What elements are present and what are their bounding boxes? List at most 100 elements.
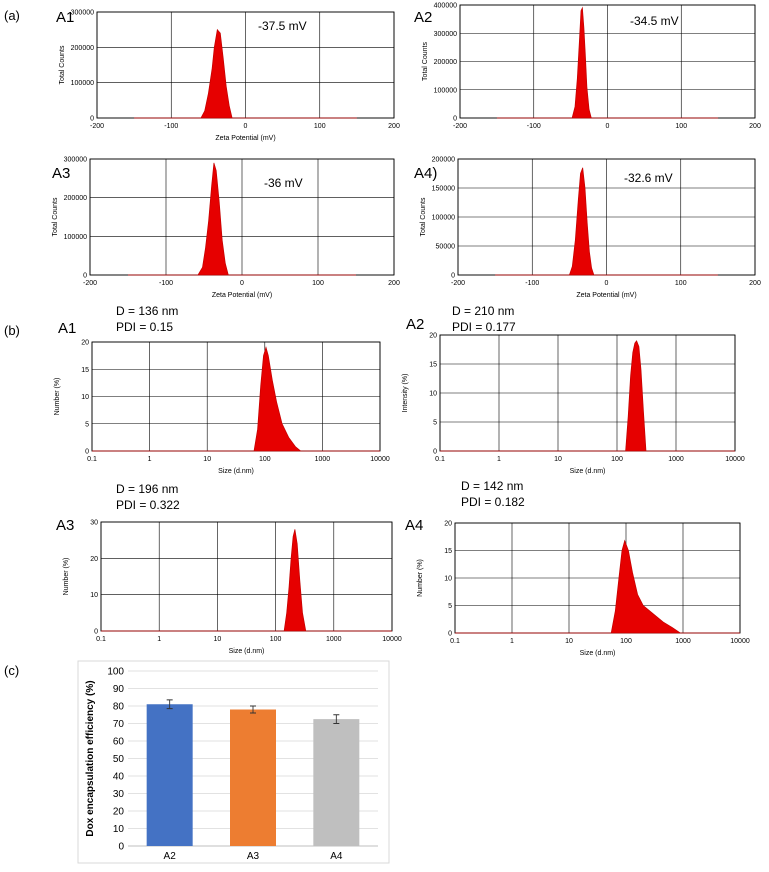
chart5-x-tick-label-10: 10 [203,456,211,463]
chart1-y-tick-label-0: 0 [90,116,94,123]
chart6-distribution-peak [440,340,735,452]
chart2-y-tick-label-300000: 300000 [434,31,457,38]
chart6-y-tick-label-5: 5 [433,420,437,427]
chart5-annotation-2: PDI = 0.15 [116,320,173,334]
chart8-annotation: D = 142 nm [461,479,523,493]
chart4-panel-label: A4) [414,165,437,182]
chart9-bar-a3 [230,709,276,846]
chart9-y-tick-label-60: 60 [113,737,125,748]
chart3-x-tick-label-minus-100: -100 [159,280,173,287]
chart5-panel-label: A1 [58,320,76,337]
chart6-annotation: D = 210 nm [452,304,514,318]
chart8-annotation-2: PDI = 0.182 [461,495,525,509]
panel-label-a: (a) [4,8,20,23]
chart4-y-tick-label-200000: 200000 [432,157,455,164]
chart5-distribution-peak [92,346,380,452]
chart7-x-tick-label-10: 10 [214,636,222,643]
chart6-x-tick-label-100: 100 [611,456,623,463]
chart7-y-tick-label-0: 0 [94,629,98,636]
chart4-distribution-peak [495,167,718,276]
chart2-y-tick-label-200000: 200000 [434,59,457,66]
chart3-x-tick-label-100: 100 [312,280,324,287]
chart6-annotation-2: PDI = 0.177 [452,320,516,334]
chart7-y-tick-label-20: 20 [90,556,98,563]
chart3-x-tick-label-200: 200 [388,280,400,287]
chart2-y-tick-label-100000: 100000 [434,87,457,94]
chart3-y-tick-label-100000: 100000 [64,234,87,241]
chart9-y-axis-label: Dox encapsulation efficiency (%) [85,680,96,836]
chart7-x-tick-label-1000: 1000 [326,636,342,643]
chart5-x-axis-label: Size (d.nm) [218,468,254,475]
chart9-y-tick-label-30: 30 [113,789,125,800]
chart2-y-axis-label: Total Counts [422,42,429,81]
chart7-panel-label: A3 [56,517,74,534]
chart8-x-tick-label-1: 1 [510,638,514,645]
chart2-annotation: -34.5 mV [630,14,679,28]
chart4-y-tick-label-50000: 50000 [436,244,456,251]
chart8-y-tick-label-0: 0 [448,631,452,638]
chart6-x-tick-label-1: 1 [497,456,501,463]
chart8-y-tick-label-10: 10 [444,576,452,583]
panel-label-b: (b) [4,323,20,338]
chart1-x-tick-label-minus-200: -200 [90,123,104,130]
chart4-x-tick-label-0: 0 [605,280,609,287]
chart8-panel-label: A4 [405,517,423,534]
chart4-y-axis-label: Total Counts [420,197,427,236]
chart3-y-tick-label-300000: 300000 [64,157,87,164]
chart7-distribution-peak [101,529,392,632]
chart7-y-tick-label-10: 10 [90,592,98,599]
chart2-x-tick-label-minus-100: -100 [527,123,541,130]
chart6-y-tick-label-10: 10 [429,391,437,398]
chart9-x-tick-label-a3: A3 [247,851,260,862]
chart7-annotation-2: PDI = 0.322 [116,498,180,512]
chart9-error-bar-a2 [166,699,173,710]
chart3-annotation: -36 mV [264,176,303,190]
chart2-y-tick-label-0: 0 [453,116,457,123]
chart1-x-tick-label-minus-100: -100 [164,123,178,130]
chart6-panel-label: A2 [406,316,424,333]
chart7-y-axis-label: Number (%) [63,558,70,596]
chart1-x-tick-label-200: 200 [388,123,400,130]
chart3-y-tick-label-200000: 200000 [64,195,87,202]
chart3-x-tick-label-minus-200: -200 [83,280,97,287]
chart7-annotation: D = 196 nm [116,482,178,496]
chart5-y-tick-label-20: 20 [81,340,89,347]
chart7-x-axis-label: Size (d.nm) [229,648,265,655]
chart1-distribution-peak [134,28,357,119]
chart8-x-tick-label-100: 100 [620,638,632,645]
chart9-y-tick-label-10: 10 [113,824,125,835]
chart8-y-tick-label-5: 5 [448,603,452,610]
chart6-y-tick-label-15: 15 [429,362,437,369]
chart1-panel-label: A1 [56,9,74,26]
chart3-x-tick-label-0: 0 [240,280,244,287]
chart5-y-tick-label-10: 10 [81,394,89,401]
chart8-x-tick-label-10000: 10000 [730,638,750,645]
chart1-y-tick-label-200000: 200000 [71,45,94,52]
chart7-x-tick-label-0p1: 0.1 [96,636,106,643]
chart7-x-tick-label-100: 100 [270,636,282,643]
chart8-y-tick-label-15: 15 [444,548,452,555]
chart5-x-tick-label-1000: 1000 [315,456,331,463]
chart7-plot-frame [100,521,393,632]
chart2-panel-label: A2 [414,9,432,26]
chart3-y-tick-label-0: 0 [83,273,87,280]
chart5-y-tick-label-15: 15 [81,367,89,374]
chart8-y-tick-label-20: 20 [444,521,452,528]
chart5-x-tick-label-10000: 10000 [370,456,390,463]
chart5-x-tick-label-0p1: 0.1 [87,456,97,463]
chart7-x-tick-label-10000: 10000 [382,636,402,643]
chart9-bar-a4 [313,719,360,846]
chart8-x-axis-label: Size (d.nm) [580,650,616,657]
chart1-y-axis-label: Total Counts [59,45,66,84]
chart6-y-tick-label-20: 20 [429,333,437,340]
chart9-y-tick-label-0: 0 [118,842,124,853]
chart8-x-tick-label-0p1: 0.1 [450,638,460,645]
chart2-y-tick-label-400000: 400000 [434,3,457,10]
chart1-annotation: -37.5 mV [258,19,307,33]
chart9-error-bar-a4 [333,714,340,724]
chart9-x-tick-label-a4: A4 [330,851,343,862]
chart5-y-axis-label: Number (%) [54,378,61,416]
chart1-x-tick-label-100: 100 [314,123,326,130]
chart5-y-tick-label-5: 5 [85,421,89,428]
